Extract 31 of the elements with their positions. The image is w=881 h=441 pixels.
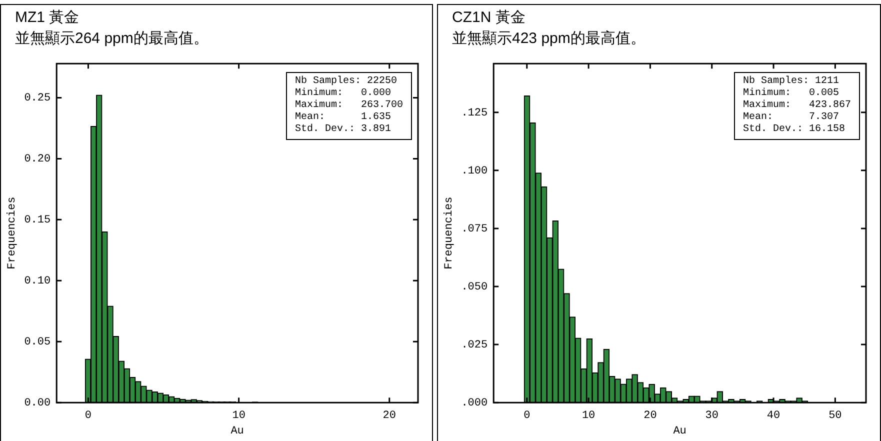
x-tick-label: 40 xyxy=(766,410,780,422)
y-tick-label: 0.25 xyxy=(24,92,51,105)
y-tick-label: .000 xyxy=(461,398,488,410)
y-tick-label: .050 xyxy=(461,281,488,294)
x-tick-label: 20 xyxy=(644,410,657,422)
x-tick-label: 20 xyxy=(382,410,396,422)
y-tick-label: 0.10 xyxy=(24,276,51,288)
x-tick-label: 0 xyxy=(524,410,530,422)
x-axis-title: Au xyxy=(673,425,686,438)
x-axis-title: Au xyxy=(230,425,244,438)
y-tick-label: 0.15 xyxy=(24,214,51,227)
y-tick-label: .025 xyxy=(461,339,488,352)
x-tick-label: 0 xyxy=(84,410,92,422)
annotation: Nb Samples: 22250 Minimum: 0.000 Maximum: 263.700 Mean: 1.635 Std. Dev.: 3.891 xyxy=(286,72,412,140)
y-tick-label: 0.05 xyxy=(24,336,51,349)
annotation: Nb Samples: 1211 Minimum: 0.005 Maximum: 423.867 Mean: 7.307 Std. Dev.: 16.158 xyxy=(734,72,860,140)
y-axis-title: Frequencies xyxy=(6,196,19,270)
chart-title: CZ1N 黃金 xyxy=(452,8,526,28)
chart-subtitle: 並無顯示264 ppm的最高值。 xyxy=(15,29,208,49)
x-tick-label: 10 xyxy=(582,410,596,422)
y-tick-label: .075 xyxy=(461,223,488,236)
y-tick-label: 0.20 xyxy=(24,154,51,166)
chart-subtitle: 並無顯示423 ppm的最高值。 xyxy=(452,29,646,49)
x-tick-label: 50 xyxy=(828,410,842,422)
y-axis-title: Frequencies xyxy=(444,196,456,270)
x-tick-label: 30 xyxy=(705,410,718,422)
x-tick-label: 10 xyxy=(232,410,246,422)
y-tick-label: 0.00 xyxy=(24,398,51,410)
chart-title: MZ1 黃金 xyxy=(15,8,80,28)
y-tick-label: .100 xyxy=(461,165,488,178)
y-tick-label: .125 xyxy=(461,107,488,120)
